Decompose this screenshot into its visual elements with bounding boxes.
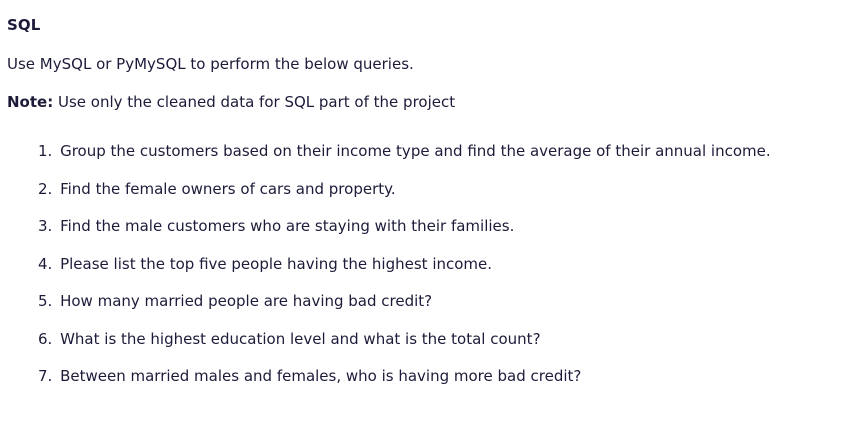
list-item-number: 3. [38, 217, 53, 235]
list-item: 5. How many married people are having ba… [38, 290, 856, 312]
section-heading: SQL [7, 16, 41, 34]
list-item: 6. What is the highest education level a… [38, 328, 856, 350]
note-text: Use only the cleaned data for SQL part o… [53, 93, 456, 111]
list-item-text: How many married people are having bad c… [60, 292, 433, 310]
list-item-number: 6. [38, 329, 53, 348]
list-item: 1. Group the customers based on their in… [38, 140, 856, 162]
list-item-text: What is the highest education level and … [60, 329, 541, 348]
list-item: 3. Find the male customers who are stayi… [38, 215, 856, 237]
list-item-number: 1. [38, 142, 53, 160]
list-item-text: Find the male customers who are staying … [60, 217, 515, 235]
list-item-number: 4. [38, 254, 53, 273]
list-item-number: 2. [38, 179, 53, 198]
intro-text: Use MySQL or PyMySQL to perform the belo… [7, 55, 414, 73]
list-item-text: Please list the top five people having t… [60, 254, 493, 273]
list-item-number: 7. [38, 367, 53, 385]
note-label: Note: [7, 93, 54, 111]
list-item-number: 5. [38, 292, 53, 310]
list-item-text: Group the customers based on their incom… [60, 142, 771, 160]
list-item: 7. Between married males and females, wh… [38, 365, 856, 387]
question-list: 1. Group the customers based on their in… [7, 140, 856, 387]
list-item: 2. Find the female owners of cars and pr… [38, 178, 856, 200]
list-item: 4. Please list the top five people havin… [38, 253, 856, 275]
list-item-text: Find the female owners of cars and prope… [60, 179, 396, 198]
note-paragraph: Note: Use only the cleaned data for SQL … [7, 91, 856, 113]
list-item-text: Between married males and females, who i… [60, 367, 582, 385]
